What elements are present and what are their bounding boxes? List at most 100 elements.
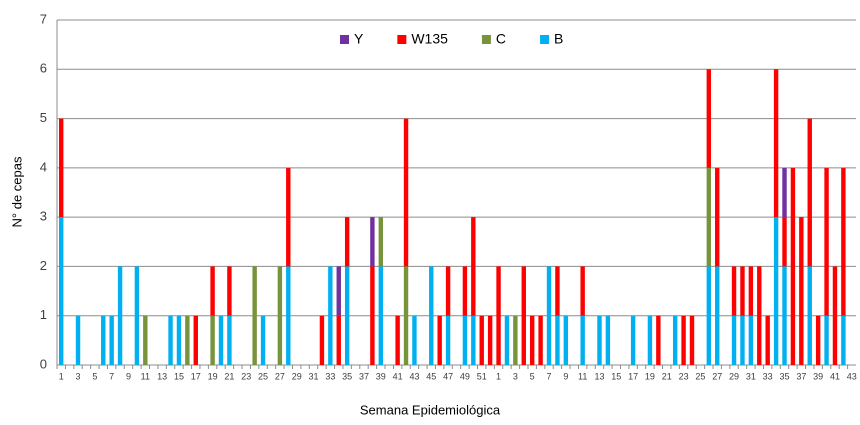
bar-segment [286,266,291,365]
x-axis-title: Semana Epidemiológica [360,402,501,417]
x-tick-label: 35 [780,371,790,381]
legend-label: Y [354,31,364,47]
y-tick-label: 6 [40,61,47,76]
x-tick-label: 37 [359,371,369,381]
bar-segment [580,315,585,365]
bar-segment [807,266,812,365]
bar-segment [59,118,64,218]
x-tick-label: 23 [679,371,689,381]
bar-segment [344,217,350,267]
bar-segment [815,315,821,365]
bar-segment [555,266,560,316]
x-tick-label: 11 [578,371,587,381]
bar-segment [782,217,787,267]
bar-segment [731,315,737,365]
bar-segment [681,315,686,365]
x-tick-label: 19 [645,371,655,381]
bar-segment [740,315,745,365]
x-tick-label: 33 [325,371,335,381]
bar-segment [168,315,173,365]
x-tick-label: 43 [409,371,419,381]
bar-segment [748,266,754,316]
bar-segment [630,315,636,365]
x-tick-label: 7 [109,371,114,381]
bar-segment [370,266,375,365]
bar-segment [580,266,585,316]
bar-segment [218,315,224,365]
bar-segment [134,266,140,365]
bar-segment [504,315,510,365]
y-tick-label: 1 [40,307,47,322]
x-tick-label: 21 [224,371,234,381]
bar-segment [210,315,215,365]
x-tick-label: 29 [729,371,739,381]
bar-segment [370,217,375,267]
bar-segment [59,217,64,365]
bar-segment [782,266,787,365]
x-tick-label: 31 [309,371,319,381]
x-tick-label: 27 [275,371,285,381]
bar-segment [647,315,653,365]
x-tick-label: 49 [460,371,470,381]
bar-segment [101,315,106,365]
x-tick-label: 39 [376,371,386,381]
bar-segment [563,315,569,365]
y-tick-label: 7 [40,11,47,26]
bar-segment [185,315,190,365]
bar-segment [513,315,518,365]
x-tick-label: 9 [563,371,568,381]
bar-segment [706,69,712,168]
bar-segment [748,315,754,365]
bar-segment [479,315,484,365]
bar-segment [227,266,232,316]
x-tick-label: 21 [662,371,672,381]
x-tick-label: 15 [174,371,184,381]
x-tick-label: 41 [830,371,840,381]
x-tick-label: 5 [92,371,97,381]
bar-segment [706,167,712,267]
bar-segment [412,315,417,365]
bar-segment [799,217,804,365]
bar-segment [555,315,560,365]
x-tick-label: 39 [813,371,823,381]
x-tick-label: 27 [712,371,722,381]
bar-segment [471,315,476,365]
legend-swatch [340,35,349,44]
x-tick-label: 19 [208,371,218,381]
x-tick-label: 3 [76,371,81,381]
y-tick-label: 5 [40,110,47,125]
x-tick-label: 33 [763,371,773,381]
bar-segment [715,266,720,365]
bar-segment [656,315,661,365]
bar-segment [731,266,737,316]
bar-segment [260,315,266,365]
bar-segment [765,315,770,365]
bar-segment [344,266,350,365]
x-tick-label: 11 [141,371,150,381]
bar-segment [429,266,434,365]
legend-swatch [540,35,550,44]
y-tick-label: 3 [40,209,47,224]
bar-segment [824,167,829,316]
y-tick-label: 2 [40,258,47,273]
x-tick-label: 17 [191,371,201,381]
bar-segment [841,167,846,316]
x-tick-label: 13 [594,371,604,381]
bar-segment [252,266,257,365]
bar-segment [286,167,291,267]
bar-segment [403,266,409,365]
bar-segment [521,266,526,365]
bar-segment [319,315,325,365]
legend-label: B [554,31,563,47]
legend-swatch [397,35,407,44]
bar-segment [193,315,198,365]
bar-segment [757,266,762,365]
bar-segment [807,118,812,267]
x-tick-label: 29 [292,371,302,381]
bar-segment [117,266,123,365]
y-axis-title: N° de cepas [9,156,24,227]
x-tick-label: 25 [695,371,705,381]
bar-segment [790,167,796,365]
bar-segment [176,315,182,365]
